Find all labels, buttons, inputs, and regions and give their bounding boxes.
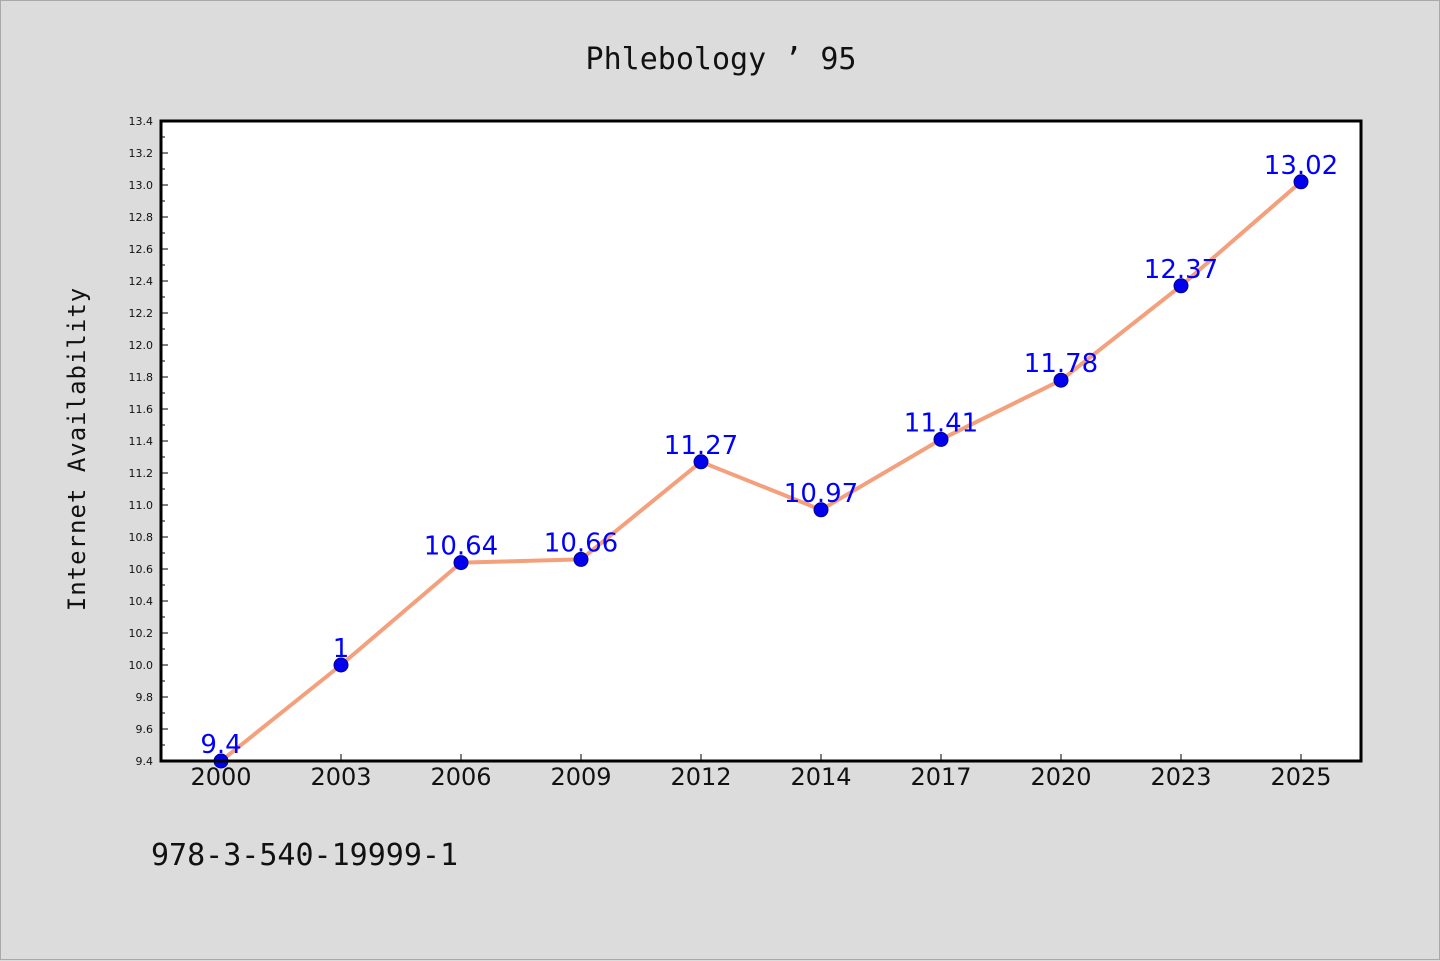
data-point — [453, 555, 469, 571]
x-axis-ticks: 2000 2003 2006 2009 2012 2014 2017 2020 2023 2025 — [190, 754, 1332, 791]
plot-border — [159, 119, 1363, 763]
y-tick-label: 9.4 — [136, 755, 154, 768]
y-tick-label: 11.4 — [129, 435, 154, 448]
y-tick-label: 10.0 — [129, 659, 154, 672]
data-label-group: 9.4 1 10.64 10.66 11.27 10.97 11.41 11.78 12.37 1… — [200, 151, 1338, 760]
y-tick-label: 12.2 — [129, 307, 154, 320]
x-tick-label: 2025 — [1270, 763, 1331, 791]
y-tick-label: 12.4 — [129, 275, 154, 288]
footer-isbn: 978-3-540-19999-1 — [151, 838, 458, 873]
plot-area — [161, 121, 1361, 761]
x-tick-label: 2020 — [1030, 763, 1091, 791]
y-tick-label: 9.8 — [136, 691, 154, 704]
data-point — [933, 431, 949, 447]
data-label: 11.78 — [1024, 349, 1098, 379]
y-tick-label: 13.0 — [129, 179, 154, 192]
x-tick-label: 2012 — [670, 763, 731, 791]
y-tick-label: 11.2 — [129, 467, 154, 480]
y-tick-label: 10.6 — [129, 563, 154, 576]
y-axis-ticks: 9.4 9.6 9.8 10.0 10.2 10.4 10.6 10.8 11.0 11.2 11.… — [129, 115, 168, 768]
data-label: 9.4 — [200, 730, 241, 760]
data-label: 11.27 — [664, 431, 738, 461]
data-label: 13.02 — [1264, 151, 1338, 181]
data-label: 11.41 — [904, 408, 978, 438]
x-tick-label: 2009 — [550, 763, 611, 791]
y-tick-label: 10.2 — [129, 627, 154, 640]
data-label: 10.97 — [784, 479, 858, 509]
y-axis-label: Internet Availability — [63, 287, 91, 611]
data-point — [1173, 278, 1189, 294]
data-point — [693, 454, 709, 470]
y-tick-label: 13.4 — [129, 115, 154, 128]
x-tick-label: 2014 — [790, 763, 851, 791]
marker-group — [213, 174, 1309, 769]
y-tick-label: 13.2 — [129, 147, 154, 160]
x-tick-label: 2003 — [310, 763, 371, 791]
y-tick-label: 10.8 — [129, 531, 154, 544]
y-tick-label: 12.0 — [129, 339, 154, 352]
y-tick-label: 12.6 — [129, 243, 154, 256]
data-label: 10.64 — [424, 532, 498, 562]
series-group — [219, 180, 1303, 763]
data-point — [1293, 174, 1309, 190]
data-label: 12.37 — [1144, 255, 1218, 285]
y-tick-label: 10.4 — [129, 595, 154, 608]
x-tick-label: 2006 — [430, 763, 491, 791]
x-tick-label: 2017 — [910, 763, 971, 791]
y-tick-label: 9.6 — [136, 723, 154, 736]
data-point — [333, 657, 349, 673]
series-line — [219, 180, 1303, 763]
x-tick-label: 2023 — [1150, 763, 1211, 791]
data-point — [1053, 372, 1069, 388]
data-label: 10.66 — [544, 528, 618, 558]
chart-title: Phlebology ’ 95 — [586, 42, 857, 77]
y-tick-label: 12.8 — [129, 211, 154, 224]
y-tick-label: 11.8 — [129, 371, 154, 384]
data-label: 1 — [333, 634, 350, 664]
data-point — [813, 502, 829, 518]
y-tick-label: 11.6 — [129, 403, 154, 416]
data-point — [573, 551, 589, 567]
y-tick-label: 11.0 — [129, 499, 154, 512]
